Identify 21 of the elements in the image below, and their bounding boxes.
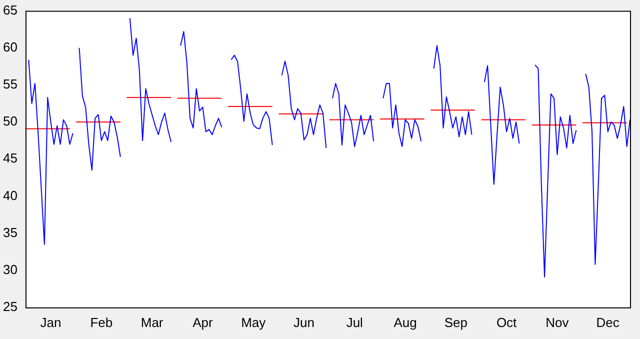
- y-tick-label: 65: [2, 2, 18, 18]
- x-tick-label: Apr: [192, 314, 214, 330]
- y-tick-label: 40: [2, 188, 18, 203]
- x-tick-label: May: [241, 314, 266, 330]
- y-tick-label: 50: [2, 114, 18, 129]
- x-tick-label: Dec: [596, 314, 620, 330]
- x-tick-label: Nov: [546, 314, 570, 330]
- y-tick-label: 60: [2, 39, 18, 54]
- x-tick-label: Mar: [140, 314, 164, 330]
- y-tick-label: 35: [2, 224, 18, 240]
- x-tick-label: Sep: [444, 314, 468, 330]
- y-tick-label: 55: [2, 76, 18, 92]
- x-tick-label: Jul: [346, 314, 364, 330]
- x-tick-label: Jan: [40, 314, 62, 330]
- y-tick-label: 25: [2, 298, 18, 314]
- x-tick-label: Oct: [496, 314, 518, 330]
- x-tick-label: Jun: [294, 314, 314, 330]
- y-tick-label: 45: [2, 150, 18, 166]
- x-tick-label: Feb: [90, 314, 113, 330]
- y-tick-label: 30: [2, 262, 18, 277]
- x-tick-label: Aug: [394, 314, 417, 330]
